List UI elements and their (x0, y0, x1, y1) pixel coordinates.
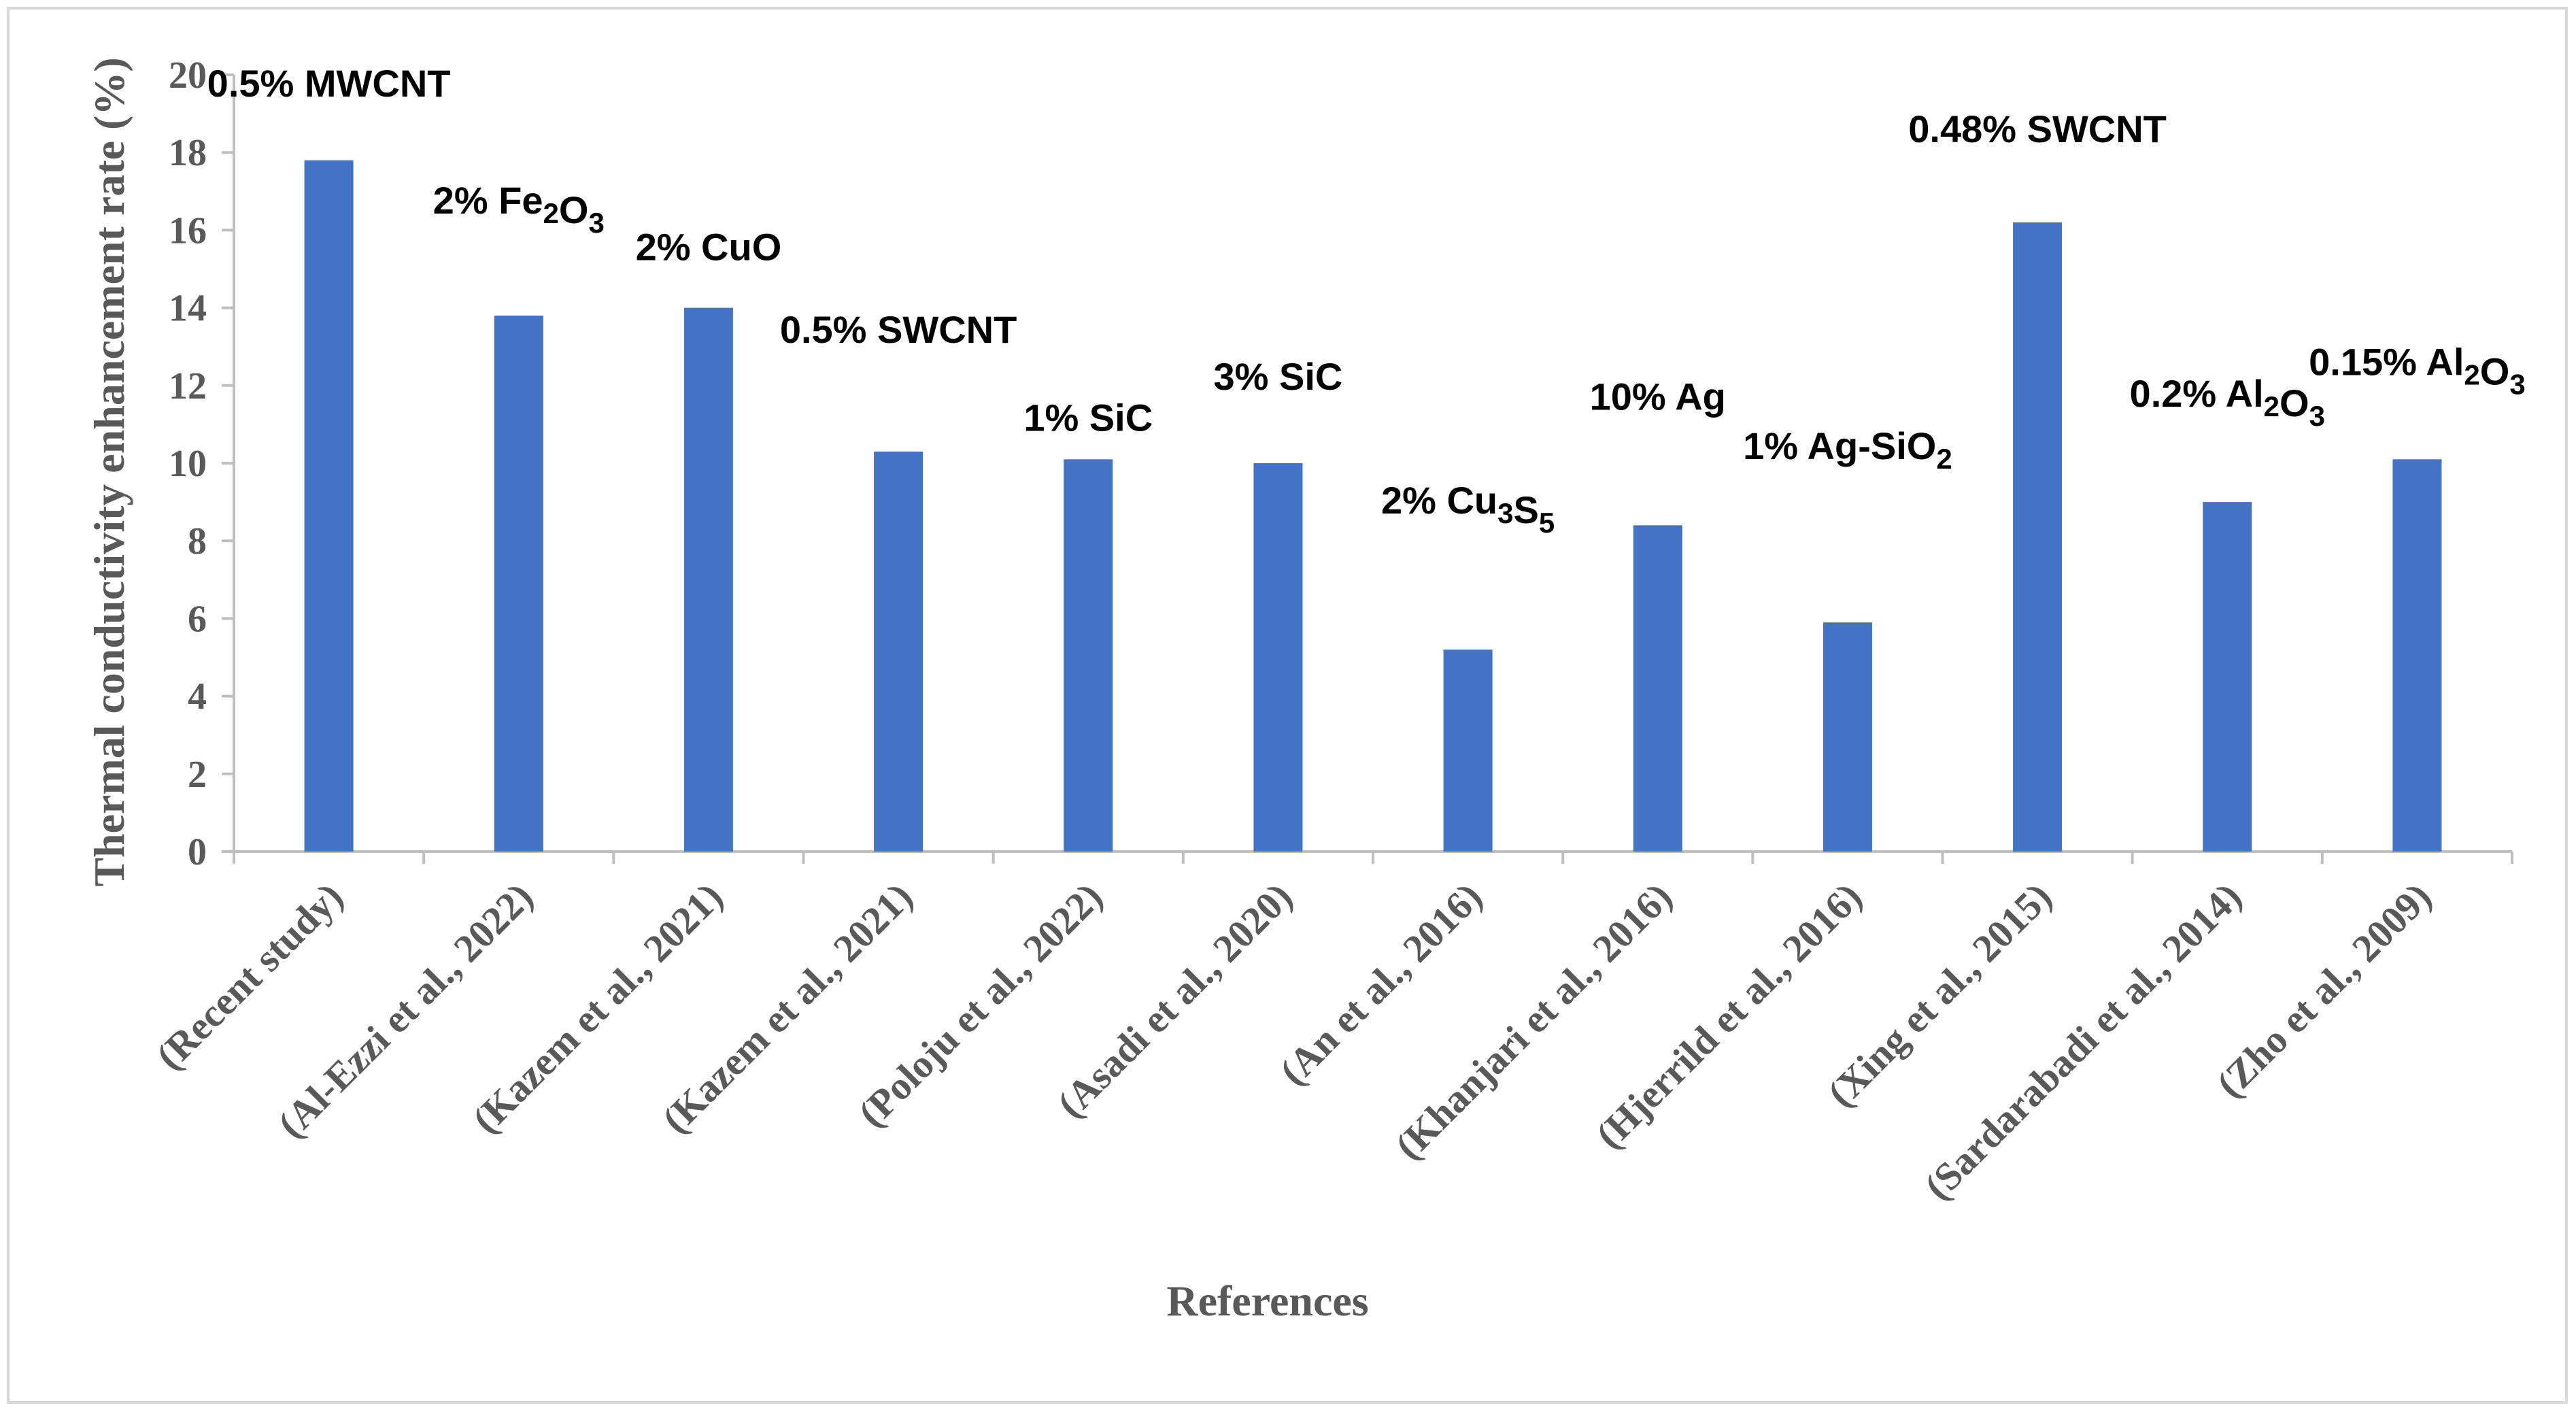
data-label-10: 0.48% SWCNT (1908, 107, 2167, 150)
y-tick-label: 18 (169, 132, 207, 174)
y-tick-label: 10 (169, 443, 207, 485)
bar-8 (1633, 525, 1682, 852)
data-label-4: 0.5% SWCNT (780, 308, 1017, 351)
bar-10 (2013, 222, 2063, 852)
bar-11 (2203, 502, 2252, 852)
x-axis-title: References (1166, 1277, 1368, 1325)
chart-frame: Thermal conductivity enhancement rate (%… (7, 7, 2568, 1404)
bar-chart: Thermal conductivity enhancement rate (%… (85, 54, 2526, 1325)
y-tick-label: 8 (188, 520, 207, 562)
data-label-12: 0.15% Al2O3 (2309, 340, 2526, 400)
data-label-6: 3% SiC (1213, 355, 1342, 398)
data-label-11: 0.2% Al2O3 (2130, 372, 2325, 432)
y-tick-label: 4 (188, 676, 207, 718)
data-label-1: 0.5% MWCNT (207, 62, 451, 105)
y-axis-title: Thermal conductivity enhancement rate (%… (85, 57, 133, 886)
y-tick-label: 14 (169, 288, 207, 330)
y-tick-label: 2 (188, 754, 207, 796)
category-label: (Recent study) (148, 874, 352, 1078)
y-tick-label: 20 (169, 54, 207, 97)
data-label-9: 1% Ag-SiO2 (1743, 424, 1952, 475)
data-label-8: 10% Ag (1590, 375, 1726, 418)
y-tick-label: 6 (188, 598, 207, 640)
data-label-5: 1% SiC (1023, 396, 1153, 439)
data-label-2: 2% Fe2O3 (433, 179, 605, 239)
bar-9 (1823, 622, 1872, 852)
bar-3 (683, 307, 733, 852)
bar-4 (874, 451, 923, 852)
bar-6 (1253, 463, 1303, 852)
bar-12 (2392, 459, 2442, 852)
y-tick-label: 0 (188, 831, 207, 873)
bar-5 (1064, 459, 1113, 852)
data-label-7: 2% Cu3S5 (1381, 479, 1555, 539)
y-tick-label: 16 (169, 209, 207, 252)
bar-2 (494, 316, 543, 852)
category-label: (An et al., 2016) (1271, 874, 1491, 1094)
data-label-3: 2% CuO (636, 226, 782, 269)
bar-7 (1443, 650, 1493, 852)
category-label: (Sardarabadi et al., 2014) (1916, 874, 2250, 1208)
bar-1 (304, 160, 354, 852)
y-tick-label: 12 (169, 365, 207, 407)
